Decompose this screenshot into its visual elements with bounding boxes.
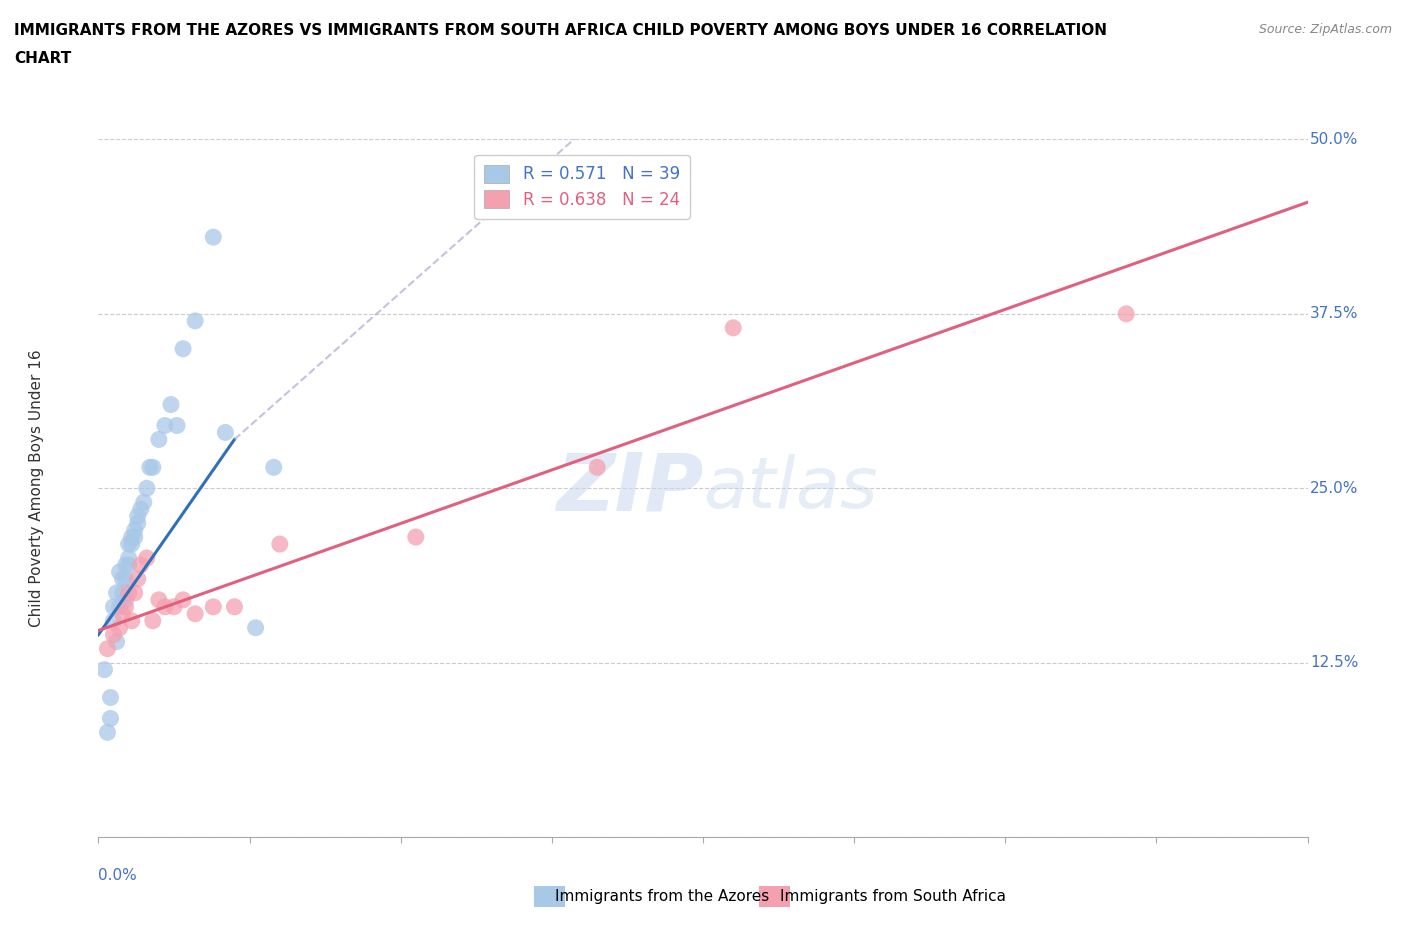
- Point: [103, 614, 125, 629]
- Point: [148, 592, 170, 607]
- Text: ZIP: ZIP: [555, 449, 703, 527]
- Point: [172, 341, 194, 356]
- Point: [127, 515, 149, 530]
- Point: [108, 600, 131, 615]
- Point: [108, 620, 131, 635]
- Point: [405, 530, 427, 545]
- Point: [114, 571, 136, 587]
- Point: [93, 662, 115, 677]
- Point: [202, 230, 225, 245]
- Point: [118, 558, 141, 573]
- Point: [121, 614, 143, 629]
- Point: [142, 614, 165, 629]
- Point: [108, 565, 131, 579]
- Legend: R = 0.571   N = 39, R = 0.638   N = 24: R = 0.571 N = 39, R = 0.638 N = 24: [474, 154, 690, 219]
- Point: [1115, 307, 1137, 322]
- Point: [184, 313, 207, 328]
- Point: [224, 600, 246, 615]
- Point: [121, 537, 143, 551]
- Point: [245, 620, 267, 635]
- Point: [100, 711, 122, 725]
- Point: [114, 592, 136, 607]
- Point: [160, 397, 183, 412]
- Point: [111, 586, 134, 601]
- Point: [132, 495, 155, 510]
- Point: [269, 537, 291, 551]
- Point: [263, 460, 285, 474]
- Text: IMMIGRANTS FROM THE AZORES VS IMMIGRANTS FROM SOUTH AFRICA CHILD POVERTY AMONG B: IMMIGRANTS FROM THE AZORES VS IMMIGRANTS…: [14, 23, 1107, 38]
- Point: [105, 586, 128, 601]
- Text: 50.0%: 50.0%: [1310, 132, 1358, 147]
- Point: [153, 600, 176, 615]
- Text: Immigrants from the Azores: Immigrants from the Azores: [555, 889, 769, 904]
- Text: 12.5%: 12.5%: [1310, 655, 1358, 671]
- Point: [135, 551, 157, 565]
- Text: Child Poverty Among Boys Under 16: Child Poverty Among Boys Under 16: [30, 350, 44, 627]
- Point: [118, 586, 141, 601]
- Point: [105, 634, 128, 649]
- Point: [129, 502, 152, 517]
- Point: [127, 571, 149, 587]
- Point: [127, 509, 149, 524]
- Text: 25.0%: 25.0%: [1310, 481, 1358, 496]
- Point: [103, 628, 125, 643]
- Point: [586, 460, 609, 474]
- Point: [114, 600, 136, 615]
- Point: [721, 320, 744, 336]
- Point: [96, 725, 118, 740]
- Text: Source: ZipAtlas.com: Source: ZipAtlas.com: [1258, 23, 1392, 36]
- Point: [114, 558, 136, 573]
- Point: [142, 460, 165, 474]
- Text: Immigrants from South Africa: Immigrants from South Africa: [780, 889, 1007, 904]
- Point: [172, 592, 194, 607]
- Text: atlas: atlas: [703, 454, 877, 523]
- Point: [166, 418, 188, 433]
- Point: [100, 690, 122, 705]
- Point: [135, 481, 157, 496]
- Point: [121, 530, 143, 545]
- Point: [139, 460, 162, 474]
- Point: [124, 530, 146, 545]
- Point: [118, 537, 141, 551]
- Point: [124, 586, 146, 601]
- Point: [214, 425, 236, 440]
- Text: CHART: CHART: [14, 51, 72, 66]
- Point: [111, 606, 134, 621]
- Point: [124, 523, 146, 538]
- Text: 37.5%: 37.5%: [1310, 306, 1358, 322]
- Point: [184, 606, 207, 621]
- Point: [153, 418, 176, 433]
- Point: [111, 571, 134, 587]
- Text: 0.0%: 0.0%: [98, 869, 138, 883]
- Point: [202, 600, 225, 615]
- Point: [129, 558, 152, 573]
- Point: [163, 600, 186, 615]
- Point: [148, 432, 170, 447]
- Point: [103, 600, 125, 615]
- Point: [118, 551, 141, 565]
- Point: [96, 642, 118, 657]
